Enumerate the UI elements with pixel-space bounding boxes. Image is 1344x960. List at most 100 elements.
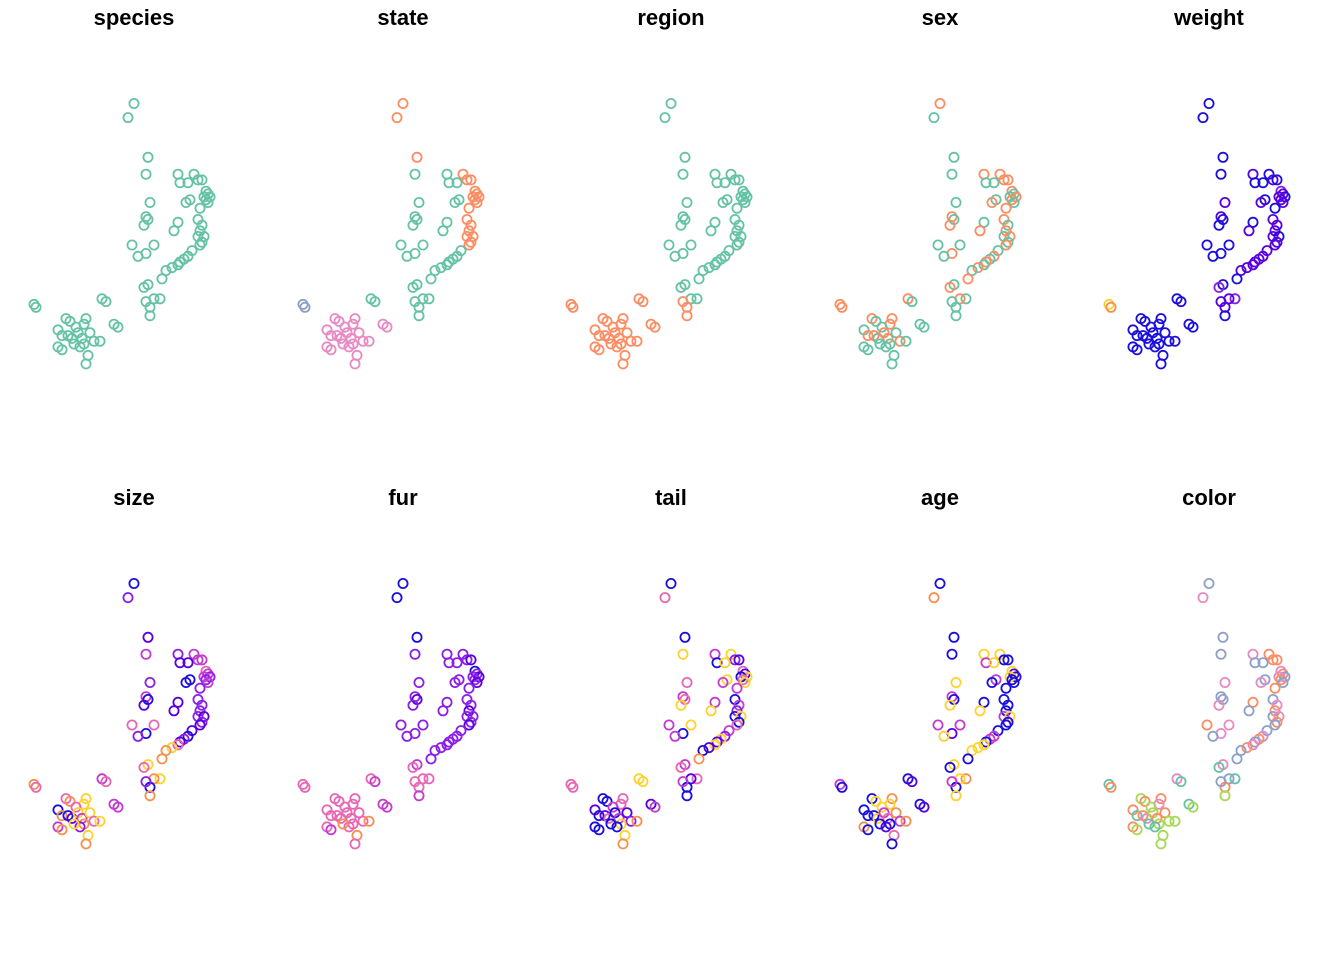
point-species-51 [100,296,112,308]
point-fur-77 [337,818,349,830]
point-size-69 [88,815,100,827]
point-species-28 [198,230,210,242]
point-color-33 [1201,719,1213,731]
point-fur-49 [409,776,421,788]
point-fur-23 [441,696,453,708]
point-region-42 [697,264,709,276]
point-state-7 [461,174,473,186]
point-region-53 [565,298,577,310]
point-tail-23 [709,696,721,708]
point-state-29 [465,236,477,248]
point-size-33 [126,719,138,731]
point-species-77 [68,338,80,350]
plot-area-fur [297,578,485,850]
point-age-52 [950,790,962,802]
point-color-54 [1105,781,1117,793]
point-weight-59 [1155,313,1167,325]
point-size-0 [128,578,140,590]
point-size-25 [196,699,208,711]
point-tail-33 [663,719,675,731]
point-color-17 [1255,676,1267,688]
point-size-39 [174,736,186,748]
point-species-71 [74,341,86,353]
point-age-68 [890,807,902,819]
point-size-14 [200,674,212,686]
point-state-30 [463,239,475,251]
point-tail-29 [733,716,745,728]
point-size-17 [180,676,192,688]
point-state-77 [337,338,349,350]
point-color-22 [1213,699,1225,711]
point-color-56 [1187,801,1199,813]
point-age-59 [886,793,898,805]
point-sex-35 [938,250,950,262]
point-tail-56 [649,801,661,813]
point-weight-22 [1213,219,1225,231]
point-tail-15 [739,676,751,688]
point-sex-22 [944,219,956,231]
point-sex-68 [890,327,902,339]
point-tail-30 [731,719,743,731]
panel-title-sex: sex [922,5,959,30]
point-weight-23 [1247,216,1259,228]
point-weight-17 [1255,196,1267,208]
point-fur-56 [381,801,393,813]
point-tail-68 [621,807,633,819]
point-fur-68 [353,807,365,819]
panel-state: state [297,5,485,370]
point-species-56 [112,321,124,333]
point-size-76 [94,815,106,827]
point-sex-42 [966,264,978,276]
point-weight-76 [1169,335,1181,347]
panel-title-tail: tail [655,485,687,510]
point-weight-2 [1217,151,1229,163]
point-age-76 [900,815,912,827]
point-sex-2 [948,151,960,163]
point-color-9 [1271,654,1283,666]
point-tail-51 [637,776,649,788]
point-state-32 [417,239,429,251]
point-tail-49 [677,776,689,788]
point-sex-14 [1006,194,1018,206]
point-region-68 [621,327,633,339]
point-size-59 [80,793,92,805]
point-weight-18 [1269,202,1281,214]
point-state-14 [469,194,481,206]
point-color-51 [1175,776,1187,788]
point-species-8 [182,177,194,189]
point-color-59 [1155,793,1167,805]
point-species-58 [64,315,76,327]
point-weight-75 [1155,358,1167,370]
point-fur-29 [465,716,477,728]
point-sex-3 [946,168,958,180]
point-weight-40 [1247,259,1259,271]
point-weight-71 [1149,341,1161,353]
point-size-40 [172,739,184,751]
point-state-8 [451,177,463,189]
point-species-52 [144,310,156,322]
point-age-17 [986,676,998,688]
point-weight-31 [1243,225,1255,237]
point-weight-49 [1215,296,1227,308]
point-state-45 [407,281,419,293]
point-region-7 [729,174,741,186]
point-region-69 [625,335,637,347]
panel-color: color [1103,485,1291,850]
point-color-53 [1103,778,1115,790]
point-state-15 [471,196,483,208]
point-tail-0 [665,578,677,590]
point-species-19 [144,196,156,208]
point-tail-18 [731,682,743,694]
point-fur-9 [465,654,477,666]
plot-area-species [28,98,216,370]
point-size-31 [168,705,180,717]
point-size-29 [196,716,208,728]
point-sex-29 [1002,236,1014,248]
point-weight-32 [1223,239,1235,251]
point-species-1 [122,112,134,124]
point-region-15 [739,196,751,208]
point-color-2 [1217,631,1229,643]
point-state-76 [363,335,375,347]
point-color-3 [1215,648,1227,660]
